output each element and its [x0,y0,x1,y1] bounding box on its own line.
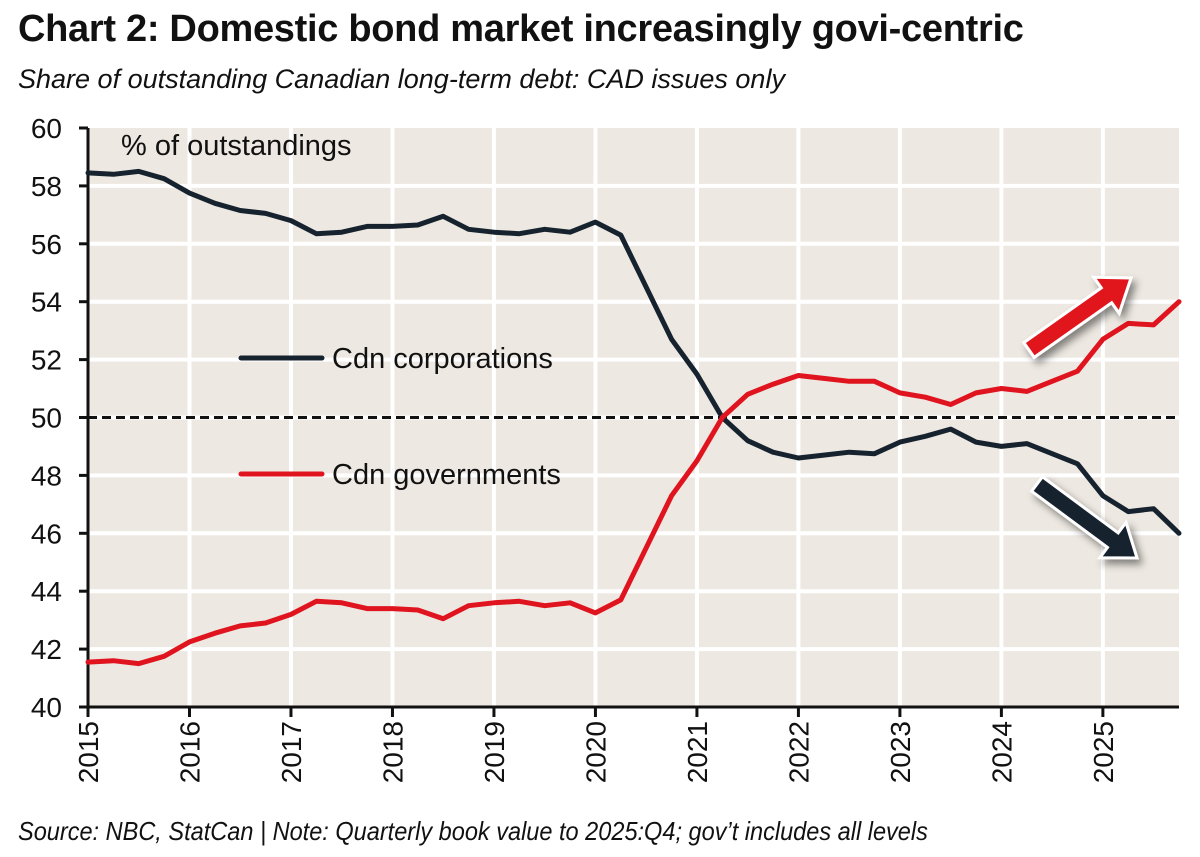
x-tick-label: 2024 [986,721,1017,783]
y-tick-label: 58 [31,171,62,202]
legend-label-corporations: Cdn corporations [332,343,553,375]
x-tick-label: 2023 [885,721,916,783]
y-tick-label: 40 [31,692,62,723]
y-unit-label: % of outstandings [121,130,352,162]
x-tick-label: 2025 [1088,721,1119,783]
x-axis: 2015 2016 2017 2018 2019 2020 2021 2022 2023 2024… [73,707,1119,783]
arrow-shape [1029,474,1140,560]
x-tick-label: 2019 [479,721,510,783]
y-tick-label: 52 [31,345,62,376]
series-layer [85,168,1182,667]
y-tick-label: 60 [31,113,62,144]
x-tick-label: 2017 [276,721,307,783]
series-line-corporations [85,168,1182,536]
y-tick-label: 50 [31,403,62,434]
x-tick-label: 2016 [174,721,205,783]
chart-title: Chart 2: Domestic bond market increasing… [18,8,1024,50]
x-tick-label: 2020 [580,721,611,783]
chart-subtitle: Share of outstanding Canadian long-term … [18,64,785,94]
x-tick-label: 2022 [783,721,814,783]
series-line-governments [85,299,1182,667]
down-arrow-icon [1029,474,1140,560]
legend: Cdn corporations Cdn governments [238,343,561,491]
legend-label-governments: Cdn governments [332,459,561,491]
arrow-shape [1021,275,1134,360]
y-tick-label: 56 [31,229,62,260]
y-tick-label: 48 [31,460,62,491]
x-tick-label: 2018 [377,721,408,783]
y-axis: 40 42 44 46 48 50 52 54 56 58 60 [31,113,88,723]
source-note: Source: NBC, StatCan | Note: Quarterly b… [18,816,928,846]
x-tick-label: 2021 [682,721,713,783]
y-tick-label: 44 [31,576,62,607]
y-tick-label: 42 [31,634,62,665]
y-tick-label: 54 [31,287,62,318]
up-arrow-icon [1021,275,1134,360]
y-tick-label: 46 [31,518,62,549]
x-tick-label: 2015 [73,721,104,783]
